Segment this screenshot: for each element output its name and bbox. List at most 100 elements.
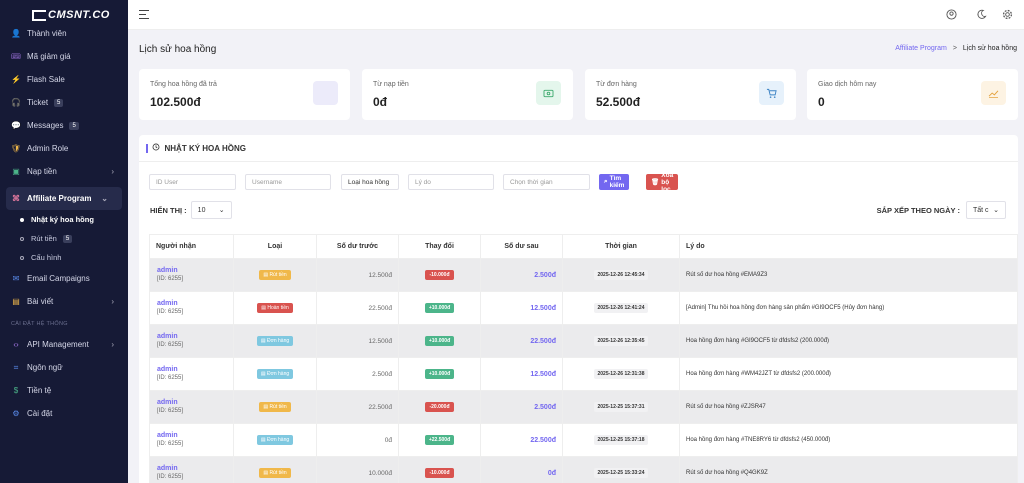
recipient-cell: admin [ID: 6255]	[149, 258, 234, 292]
chevron-down-icon: ⌄	[993, 207, 999, 214]
reason: [Admin] Thu hồi hoa hồng đơn hàng sản ph…	[679, 291, 1018, 325]
balance-after: 12.500đ	[530, 304, 556, 312]
timestamp: 2025-12-26 12:41:24	[593, 303, 649, 313]
date-range-input[interactable]: Chọn thời gian	[503, 174, 590, 190]
user-profile-icon[interactable]	[946, 9, 957, 20]
recipient-name[interactable]: admin	[157, 267, 178, 274]
sidebar-subitem-label: Nhật ký hoa hồng	[31, 215, 94, 224]
change-cell: +22.500đ	[398, 423, 481, 457]
breadcrumb-link[interactable]: Affiliate Program	[895, 45, 947, 52]
column-header: Người nhận	[149, 234, 234, 259]
search-button[interactable]: ⌕ Tìm kiếm	[599, 174, 630, 190]
sidebar-item[interactable]: 🎧 Ticket 5	[0, 91, 128, 114]
table-row: admin [ID: 6255] ▤ Đơn hàng 2.500đ +10.000đ 1…	[149, 357, 1018, 391]
column-header: Số dư sau	[480, 234, 563, 259]
sidebar-item[interactable]: ⌘ Affiliate Program ⌄	[6, 187, 122, 210]
sort-select[interactable]: Tất c ⌄	[966, 201, 1006, 219]
sidebar: CMSNT.CO 👤 Thành viên 🎟 Mã giảm giá ⚡ Flash S…	[0, 0, 128, 483]
recipient-name[interactable]: admin	[157, 432, 178, 439]
change-badge: +10.000đ	[424, 303, 455, 313]
settings-gear-icon[interactable]	[1002, 9, 1013, 20]
logo[interactable]: CMSNT.CO	[0, 0, 128, 30]
sidebar-subitem[interactable]: Rút tiền 5	[0, 229, 128, 248]
sidebar-subitem[interactable]: Cấu hình	[0, 248, 128, 267]
column-header: Lý do	[679, 234, 1018, 259]
change-badge: -10.000đ	[425, 270, 454, 280]
count-badge: 5	[69, 121, 79, 130]
change-cell: +10.000đ	[398, 357, 481, 391]
balance-after-cell: 2.500đ	[480, 258, 563, 292]
time-cell: 2025-12-25 15:37:18	[562, 423, 680, 457]
count-badge: 5	[62, 234, 73, 243]
sidebar-item[interactable]: ⚙ Cài đặt	[0, 402, 128, 425]
stat-label: Từ nạp tiền	[373, 81, 409, 88]
reason: Hoa hồng đơn hàng #GI9OCF5 từ dfdsfs2 (2…	[679, 324, 1018, 358]
balance-after: 2.500đ	[534, 403, 556, 411]
username-input[interactable]: Username	[245, 174, 331, 190]
recipient-name[interactable]: admin	[157, 366, 178, 373]
change-cell: -20.000đ	[398, 390, 481, 424]
stat-value: 0	[818, 95, 825, 109]
sidebar-item[interactable]: 👤 Thành viên	[0, 22, 128, 45]
stat-card-total: Tổng hoa hồng đã trả 102.500đ	[139, 69, 350, 120]
balance-after-cell: 22.500đ	[480, 423, 563, 457]
time-cell: 2025-12-25 15:37:31	[562, 390, 680, 424]
change-cell: +10.000đ	[398, 324, 481, 358]
recipient-id: [ID: 6255]	[157, 342, 184, 348]
balance-after-cell: 12.500đ	[480, 291, 563, 325]
sidebar-item[interactable]: ⌗ Ngôn ngữ	[0, 356, 128, 379]
sidebar-item[interactable]: ▤ Bài viết ›	[0, 290, 128, 313]
chevron-right-icon: ›	[111, 340, 114, 349]
change-badge: -20.000đ	[425, 402, 454, 412]
sort-label: SẮP XẾP THEO NGÀY :	[876, 205, 960, 215]
table-row: admin [ID: 6255] ▤ Đơn hàng 0đ +22.500đ 22.50…	[149, 423, 1018, 457]
clear-filter-button[interactable]: 🗑 Xóa bộ lọc	[646, 172, 679, 193]
dark-mode-icon[interactable]	[976, 9, 987, 20]
sidebar-item[interactable]: ✉ Email Campaigns	[0, 267, 128, 290]
balance-after: 22.500đ	[530, 436, 556, 444]
ticket-icon: 🎟	[10, 52, 22, 61]
breadcrumb-current: Lịch sử hoa hồng	[962, 45, 1017, 52]
recipient-id: [ID: 6255]	[157, 375, 184, 381]
recipient-name[interactable]: admin	[157, 399, 178, 406]
sidebar-item[interactable]: 🎟 Mã giảm giá	[0, 45, 128, 68]
sidebar-item[interactable]: ▣ Nạp tiền ›	[0, 160, 128, 183]
sidebar-item[interactable]: 🛡 Admin Role	[0, 137, 128, 160]
recipient-name[interactable]: admin	[157, 300, 178, 307]
recipient-id: [ID: 6255]	[157, 441, 184, 447]
sidebar-subitem[interactable]: Nhật ký hoa hồng	[0, 210, 128, 229]
time-cell: 2025-12-26 12:35:45	[562, 324, 680, 358]
sort-value: Tất c	[973, 206, 989, 214]
sidebar-item[interactable]: $ Tiền tệ	[0, 379, 128, 402]
page-title: Lịch sử hoa hồng	[139, 44, 217, 55]
stat-label: Giao dịch hôm nay	[818, 81, 877, 88]
chevron-right-icon: ›	[111, 167, 114, 176]
stat-value: 0đ	[373, 95, 388, 109]
sidebar-item-label: API Management	[27, 340, 89, 349]
balance-before: 22.500đ	[316, 291, 399, 325]
sidebar-item[interactable]: ⚡ Flash Sale	[0, 68, 128, 91]
recipient-name[interactable]: admin	[157, 333, 178, 340]
sidebar-item[interactable]: 💬 Messages 5	[0, 114, 128, 137]
bolt-icon: ⚡	[11, 75, 21, 84]
recipient-cell: admin [ID: 6255]	[149, 390, 234, 424]
type-cell: ▤ Rút tiền	[233, 390, 317, 424]
recipient-name[interactable]: admin	[157, 465, 178, 472]
sidebar-subitem-label: Cấu hình	[31, 253, 62, 262]
balance-after-cell: 0đ	[480, 456, 563, 483]
type-cell: ▤ Rút tiền	[233, 456, 317, 483]
page-size-select[interactable]: 10 ⌄	[190, 201, 232, 219]
sidebar-subitem-label: Rút tiền	[31, 234, 57, 243]
sidebar-section-label: CÀI ĐẶT HỆ THỐNG	[11, 321, 68, 327]
card-title: NHẬT KÝ HOA HỒNG	[164, 143, 246, 153]
menu-toggle-icon[interactable]	[139, 10, 149, 21]
table-row: admin [ID: 6255] ▤ Rút tiền 12.500đ -10.000đ…	[149, 258, 1018, 292]
id-user-input[interactable]: ID User	[149, 174, 236, 190]
reason-input[interactable]: Lý do	[408, 174, 494, 190]
page-size-value: 10	[197, 206, 206, 214]
commission-type-select[interactable]: Loại hoa hồng	[341, 174, 399, 190]
type-cell: ▤ Đơn hàng	[233, 357, 317, 391]
sidebar-item[interactable]: ‹› API Management ›	[0, 333, 128, 356]
stat-value: 102.500đ	[150, 95, 201, 109]
sidebar-item-label: Admin Role	[27, 144, 69, 153]
